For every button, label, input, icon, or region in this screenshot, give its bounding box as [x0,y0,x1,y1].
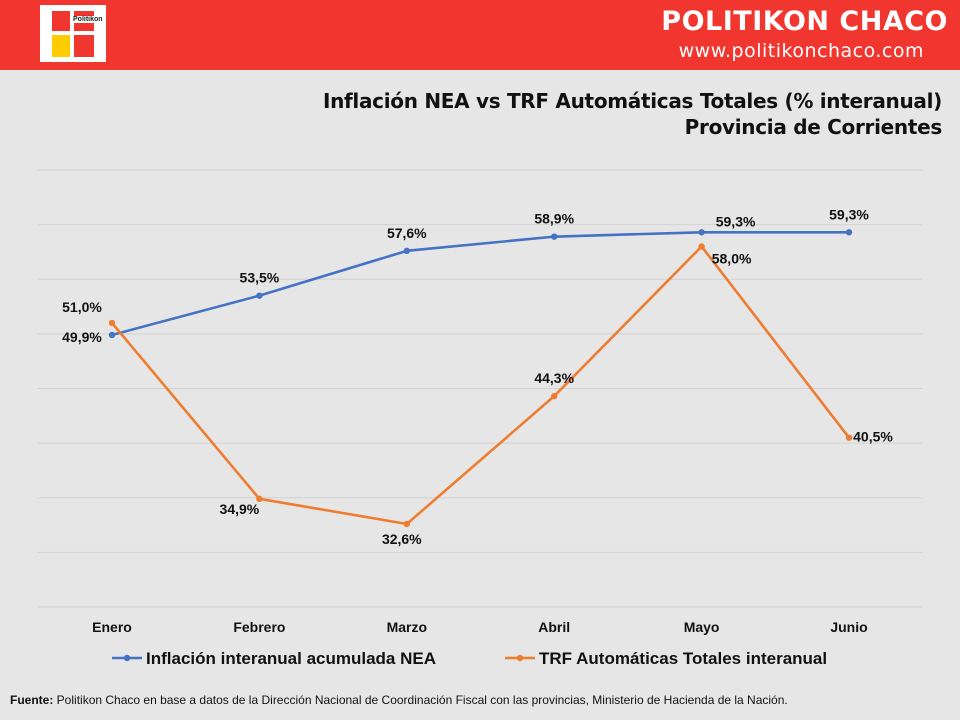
brand-name: POLITIKON CHACO [661,6,948,37]
chart-title-line2: Provincia de Corrientes [684,115,943,139]
source-note: Fuente: Politikon Chaco en base a datos … [10,693,950,707]
source-text: Politikon Chaco en base a datos de la Di… [53,693,788,707]
legend-label: Inflación interanual acumulada NEA [146,649,436,668]
data-point [108,331,116,339]
logo-square-red [52,11,70,31]
data-label: 59,3% [829,206,869,222]
chart-title-line1: Inflación NEA vs TRF Automáticas Totales… [322,89,942,113]
logo-square-red [74,35,94,57]
x-tick-label: Mayo [684,619,720,635]
x-tick-label: Junio [830,619,867,635]
data-label: 44,3% [534,370,574,386]
data-label: 40,5% [853,429,893,445]
data-point [108,319,116,327]
data-label: 49,9% [62,329,102,345]
data-point [698,243,705,250]
data-point [845,229,853,236]
data-label: 59,3% [716,213,756,229]
legend-marker [516,654,524,662]
data-label: 58,0% [712,250,752,266]
data-label: 53,5% [240,270,280,286]
data-label: 58,9% [534,211,574,227]
data-point [551,233,558,240]
politikon-logo[interactable]: Politikon [40,5,106,62]
series-line [111,230,849,337]
data-label: 51,0% [62,299,102,315]
series-line [111,245,851,526]
legend-label: TRF Automáticas Totales interanual [539,649,827,668]
x-tick-label: Enero [92,619,132,635]
legend-marker [123,654,131,662]
data-label: 57,6% [387,225,427,241]
logo-square-yellow [52,35,70,57]
data-point [845,434,853,441]
data-point [403,520,410,528]
data-point [256,292,263,299]
x-tick-label: Marzo [387,619,427,635]
chart-title: Inflación NEA vs TRF Automáticas Totales… [323,88,942,140]
header-bar: Politikon POLITIKON CHACO www.politikonc… [0,0,960,70]
data-point [256,495,263,503]
data-point [403,247,410,255]
data-label: 32,6% [382,531,422,547]
source-label: Fuente: [10,693,54,707]
x-tick-label: Febrero [233,619,285,635]
x-tick-label: Abril [538,619,570,635]
logo-text: Politikon [72,16,104,23]
data-point [698,229,705,236]
data-label: 34,9% [220,501,260,517]
data-point [551,392,558,400]
website-link[interactable]: www.politikonchaco.com [678,40,924,62]
